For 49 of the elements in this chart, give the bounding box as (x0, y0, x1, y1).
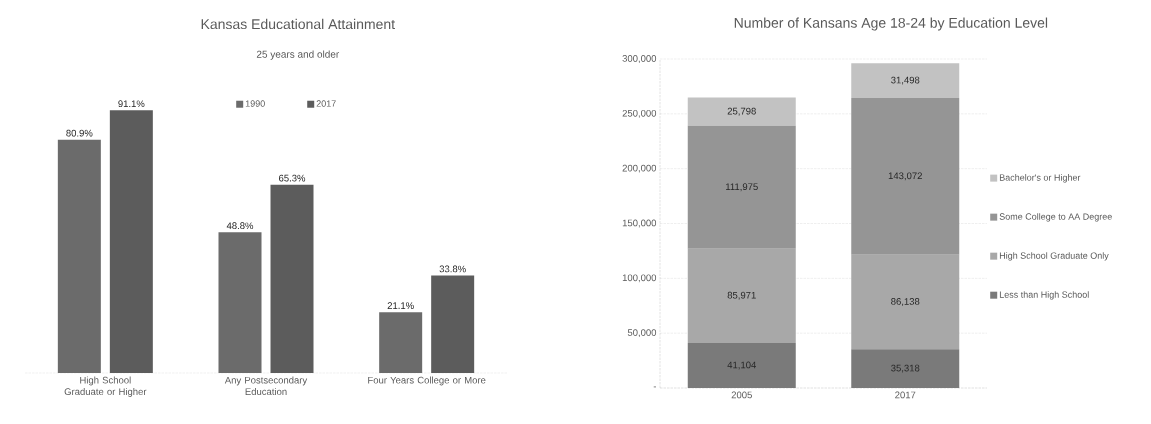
bar (851, 349, 960, 388)
chart-title: Number of Kansans Age 18-24 by Education Level (734, 17, 1048, 31)
data-label: 21.1% (387, 302, 414, 309)
data-label: 85,971 (727, 291, 756, 300)
bar (379, 312, 423, 373)
data-label: 31,498 (891, 76, 920, 85)
x-tick-label: Four Years College or More (368, 376, 486, 386)
data-label: 80.9% (66, 129, 93, 137)
y-tick-label: 250,000 (622, 109, 657, 118)
chart-subtitle: 25 years and older (256, 50, 340, 60)
chart-title: Kansas Educational Attainment (201, 18, 395, 30)
y-tick-label: 200,000 (622, 164, 657, 173)
bar (687, 342, 796, 388)
bar (57, 139, 101, 373)
bar (270, 184, 314, 373)
bar (431, 275, 475, 373)
x-tick-label: High School Graduate or Higher (64, 376, 147, 397)
bar (218, 232, 262, 373)
data-label: 65.3% (279, 174, 306, 182)
y-tick-label: - (653, 386, 657, 388)
data-label: 91.1% (118, 100, 145, 108)
legend-label: Some College to AA Degree (999, 213, 1112, 222)
bar (687, 248, 796, 343)
bar (851, 63, 960, 98)
bar (687, 97, 796, 126)
data-label: 25,798 (727, 107, 756, 116)
data-label: 86,138 (891, 298, 920, 306)
x-tick-label: Any Postsecondary Education (224, 376, 308, 396)
bar (851, 254, 960, 350)
legend-label: Bachelor's or Higher (999, 174, 1081, 183)
data-label: 41,104 (727, 361, 756, 370)
data-label: 143,072 (888, 172, 922, 181)
y-tick-label: 100,000 (622, 274, 657, 283)
y-tick-label: 50,000 (627, 329, 657, 338)
legend-label: High School Graduate Only (999, 252, 1109, 261)
y-tick-label: 150,000 (622, 219, 657, 228)
data-label: 35,318 (891, 364, 920, 373)
data-label: 33.8% (439, 265, 466, 273)
x-tick-label: 2005 (731, 391, 752, 399)
data-label: 111,975 (726, 183, 758, 192)
bar (687, 125, 796, 249)
data-label: 48.8% (226, 222, 254, 230)
legend-label: 2017 (316, 100, 336, 107)
legend-label: Less than High School (999, 291, 1089, 300)
bar (851, 97, 960, 255)
bar (109, 110, 153, 373)
y-tick-label: 300,000 (622, 55, 657, 63)
x-tick-label: 2017 (895, 391, 916, 399)
legend-label: 1990 (245, 100, 265, 107)
